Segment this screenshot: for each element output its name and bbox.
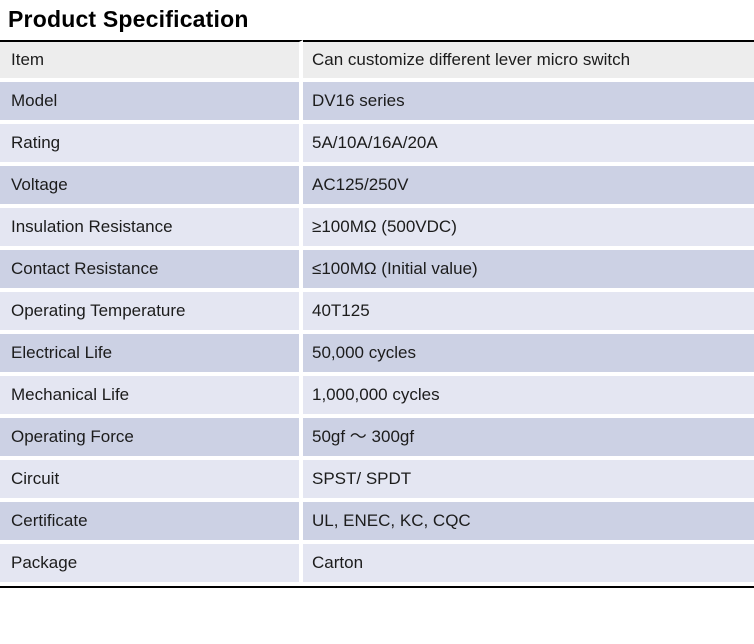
spec-value: Carton bbox=[303, 544, 754, 586]
spec-table: Item Can customize different lever micro… bbox=[0, 40, 754, 586]
page-title: Product Specification bbox=[8, 6, 249, 32]
table-row-voltage: Voltage AC125/250V bbox=[0, 166, 754, 208]
table-row-rating: Rating 5A/10A/16A/20A bbox=[0, 124, 754, 166]
spec-label: Voltage bbox=[0, 166, 303, 208]
spec-value: ≥100MΩ (500VDC) bbox=[303, 208, 754, 250]
spec-value: DV16 series bbox=[303, 82, 754, 124]
table-row-operating-force: Operating Force 50gf ～ 300gf bbox=[0, 418, 754, 460]
spec-label: Electrical Life bbox=[0, 334, 303, 376]
table-row-electrical-life: Electrical Life 50,000 cycles bbox=[0, 334, 754, 376]
table-row-model: Model DV16 series bbox=[0, 82, 754, 124]
title-bar: Product Specification bbox=[0, 0, 754, 40]
spec-label: Rating bbox=[0, 124, 303, 166]
spec-value: 50,000 cycles bbox=[303, 334, 754, 376]
spec-label: Mechanical Life bbox=[0, 376, 303, 418]
table-row-package: Package Carton bbox=[0, 544, 754, 586]
spec-label: Package bbox=[0, 544, 303, 586]
table-row-insulation-resistance: Insulation Resistance ≥100MΩ (500VDC) bbox=[0, 208, 754, 250]
spec-table-container: Item Can customize different lever micro… bbox=[0, 40, 754, 588]
table-row-circuit: Circuit SPST/ SPDT bbox=[0, 460, 754, 502]
spec-value: Can customize different lever micro swit… bbox=[303, 40, 754, 82]
table-row-item: Item Can customize different lever micro… bbox=[0, 40, 754, 82]
spec-value: AC125/250V bbox=[303, 166, 754, 208]
spec-label: Operating Force bbox=[0, 418, 303, 460]
spec-label: Insulation Resistance bbox=[0, 208, 303, 250]
spec-value: UL, ENEC, KC, CQC bbox=[303, 502, 754, 544]
spec-value: 40T125 bbox=[303, 292, 754, 334]
table-row-certificate: Certificate UL, ENEC, KC, CQC bbox=[0, 502, 754, 544]
spec-label: Operating Temperature bbox=[0, 292, 303, 334]
spec-label: Model bbox=[0, 82, 303, 124]
spec-value: 50gf ～ 300gf bbox=[303, 418, 754, 460]
spec-label: Item bbox=[0, 40, 303, 82]
spec-value: SPST/ SPDT bbox=[303, 460, 754, 502]
spec-label: Contact Resistance bbox=[0, 250, 303, 292]
table-row-operating-temperature: Operating Temperature 40T125 bbox=[0, 292, 754, 334]
spec-label: Certificate bbox=[0, 502, 303, 544]
table-row-mechanical-life: Mechanical Life 1,000,000 cycles bbox=[0, 376, 754, 418]
table-row-contact-resistance: Contact Resistance ≤100MΩ (Initial value… bbox=[0, 250, 754, 292]
spec-value: ≤100MΩ (Initial value) bbox=[303, 250, 754, 292]
spec-value: 1,000,000 cycles bbox=[303, 376, 754, 418]
spec-value: 5A/10A/16A/20A bbox=[303, 124, 754, 166]
spec-label: Circuit bbox=[0, 460, 303, 502]
